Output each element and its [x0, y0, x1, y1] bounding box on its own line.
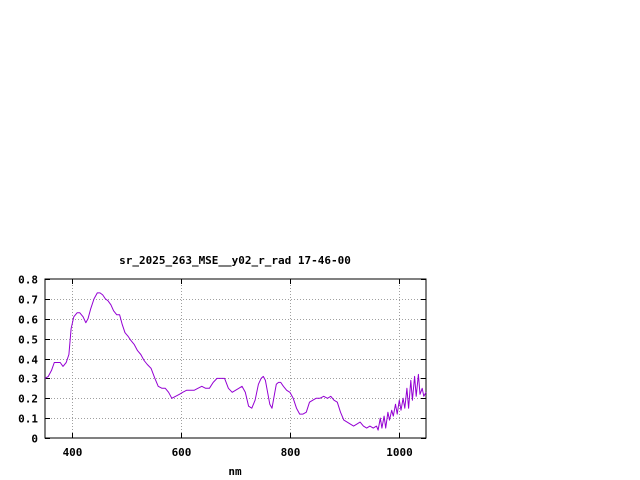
y-tick-label: 0.4: [18, 354, 38, 367]
y-tick-label: 0: [31, 433, 38, 446]
x-axis-label: nm: [228, 465, 242, 478]
y-tick-label: 0.3: [18, 373, 38, 386]
plot-frame: [44, 278, 427, 439]
chart-title: sr_2025_263_MSE__y02_r_rad 17-46-00: [119, 254, 351, 267]
x-tick-label: 600: [172, 446, 192, 459]
x-tick-label: 1000: [386, 446, 413, 459]
grid-lines: [45, 279, 426, 438]
y-tick-label: 0.2: [18, 393, 38, 406]
y-tick-label: 0.1: [18, 413, 38, 426]
series-group: [44, 292, 427, 431]
x-tick-label: 800: [281, 446, 301, 459]
series-line: [44, 292, 427, 431]
y-tick-label: 0.8: [18, 274, 38, 287]
y-tick-label: 0.5: [18, 334, 38, 347]
y-tick-label: 0.6: [18, 314, 38, 327]
y-tick-label: 0.7: [18, 294, 38, 307]
axis-ticks: 0 0.1 0.2 0.3 0.4 0.5 0.6 0.7 0.8 400 600 800 1000: [18, 274, 426, 459]
x-tick-label: 400: [63, 446, 83, 459]
